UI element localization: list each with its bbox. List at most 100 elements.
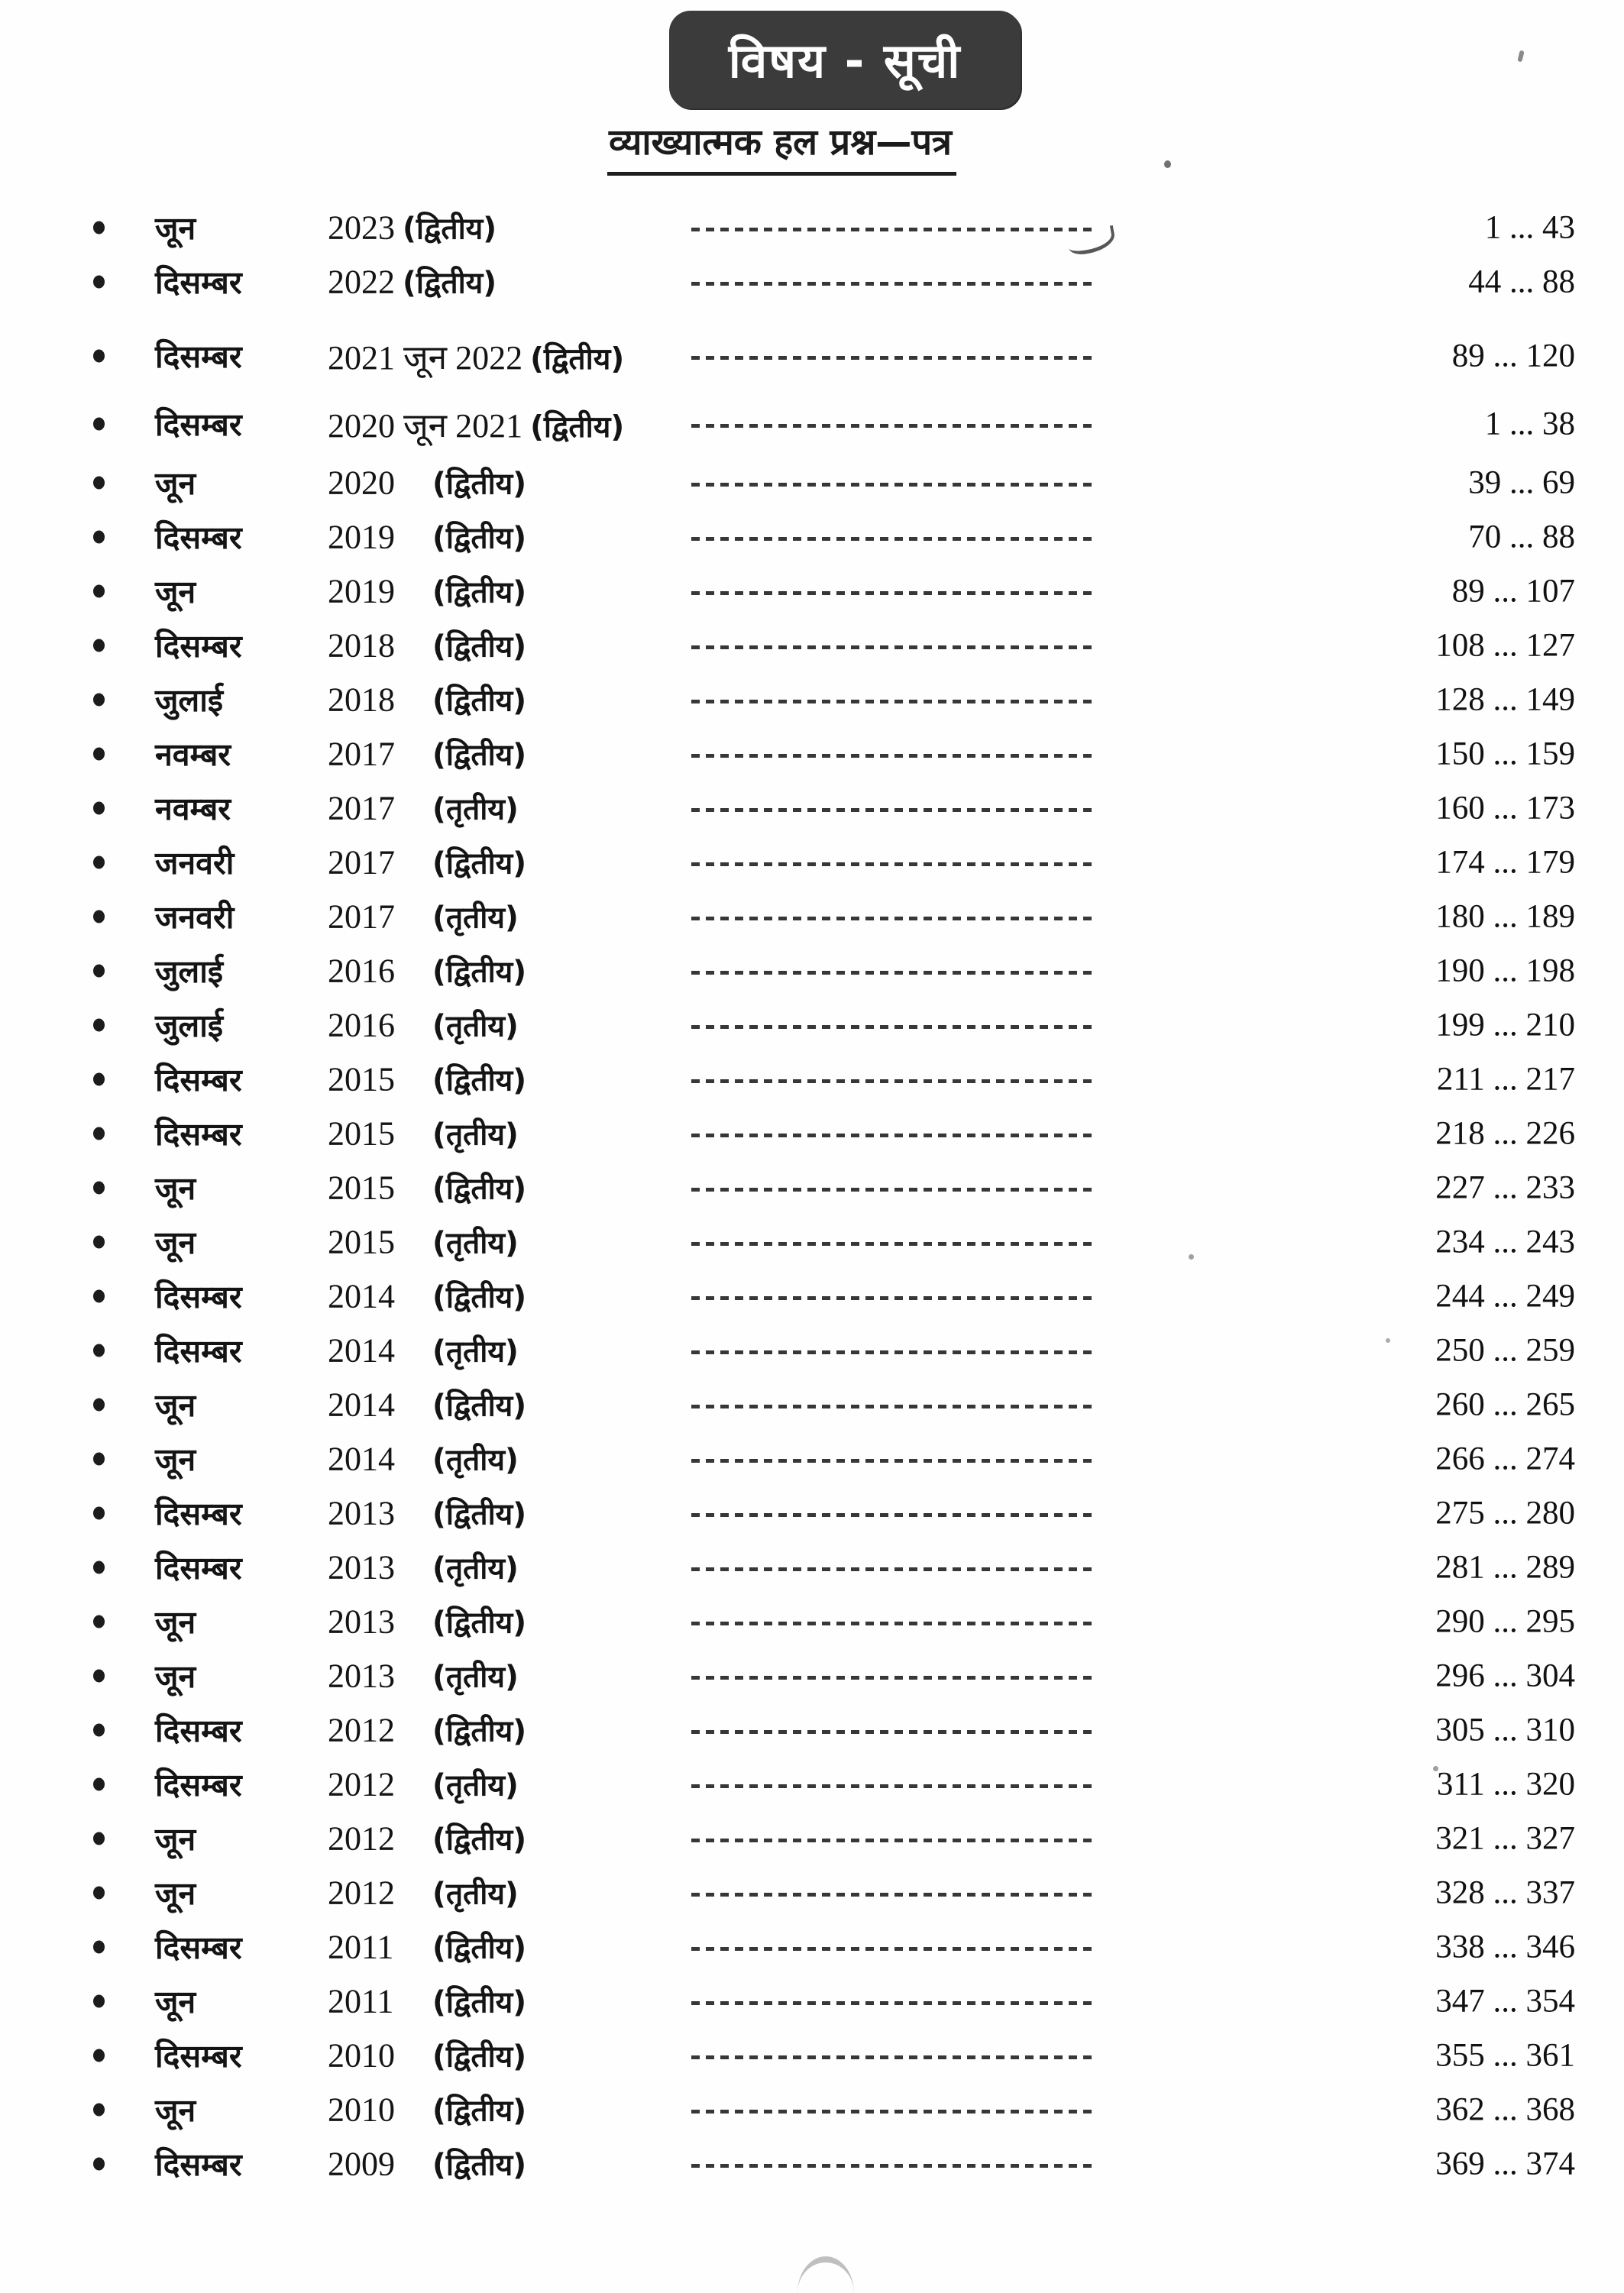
scan-speck — [1386, 1338, 1390, 1343]
toc-month: जून — [155, 1820, 196, 1858]
toc-paper-type: (द्वितीय) — [432, 2094, 527, 2128]
toc-row: जून 2015 (द्वितीय) 227 ... 233 — [0, 1160, 1624, 1214]
dotted-leader — [691, 807, 1094, 812]
toc-row: जून 2015 (तृतीय) 234 ... 243 — [0, 1214, 1624, 1269]
toc-year: 2011 — [328, 1928, 394, 1965]
toc-year-type: 2011 (द्वितीय) — [328, 1981, 526, 2021]
dotted-leader — [691, 423, 1094, 428]
dotted-leader — [691, 2163, 1094, 2168]
dotted-leader — [691, 227, 1094, 231]
toc-page-range: 150 ... 159 — [1435, 736, 1575, 771]
toc-year-type: 2022 (द्वितीय) — [328, 261, 497, 302]
toc-year: 2012 — [328, 1765, 395, 1803]
toc-year-type: 2014 (तृतीय) — [328, 1438, 519, 1479]
bullet-icon — [93, 1506, 105, 1519]
toc-page-range: 362 ... 368 — [1435, 2091, 1575, 2127]
toc-year-type: 2014 (द्वितीय) — [328, 1276, 526, 1316]
toc-paper-type: (तृतीय) — [432, 1443, 519, 1477]
dotted-leader — [691, 1241, 1094, 1246]
toc-page-range: 369 ... 374 — [1435, 2146, 1575, 2181]
toc-row: दिसम्बर 2014 (तृतीय) 250 ... 259 — [0, 1323, 1624, 1377]
dotted-leader — [691, 699, 1094, 703]
toc-month: दिसम्बर — [155, 2146, 242, 2183]
dotted-leader — [691, 590, 1094, 595]
toc-row: दिसम्बर 2018 (द्वितीय) 108 ... 127 — [0, 618, 1624, 672]
toc-year: 2016 — [328, 1006, 395, 1043]
toc-year-type: 2009 (द्वितीय) — [328, 2143, 526, 2184]
toc-page-range: 338 ... 346 — [1435, 1929, 1575, 1965]
toc-year-type: 2018 (द्वितीय) — [328, 679, 526, 720]
toc-month: जून — [155, 1657, 196, 1695]
toc-paper-type: (द्वितीय) — [432, 521, 527, 555]
toc-year: 2010 — [328, 2091, 395, 2128]
toc-year: 2010 — [328, 2036, 395, 2074]
bullet-icon — [93, 476, 105, 489]
toc-row: दिसम्बर 2009 (द्वितीय) 369 ... 374 — [0, 2136, 1624, 2191]
toc-year: 2013 — [328, 1494, 395, 1531]
dotted-leader — [691, 1675, 1094, 1680]
toc-year-type: 2015 (तृतीय) — [328, 1221, 519, 1262]
toc-year: 2014 — [328, 1386, 395, 1423]
toc-year: 2012 — [328, 1819, 395, 1857]
toc-paper-type: (द्वितीय) — [432, 1606, 527, 1640]
scan-speck — [1433, 1766, 1438, 1771]
bullet-icon — [93, 1452, 105, 1465]
toc-year-type: 2020 (द्वितीय) — [328, 462, 526, 503]
toc-month: जून — [155, 1874, 196, 1912]
toc-page-range: 190 ... 198 — [1435, 952, 1575, 988]
toc-row: दिसम्बर 2022 (द्वितीय) 44 ... 88 — [0, 254, 1624, 309]
toc-year-type: 2017 (द्वितीय) — [328, 842, 526, 882]
toc-row: जनवरी 2017 (द्वितीय) 174 ... 179 — [0, 835, 1624, 889]
dotted-leader — [691, 1350, 1094, 1354]
toc-page-range: 260 ... 265 — [1435, 1386, 1575, 1422]
dotted-leader — [691, 2000, 1094, 2005]
toc-page-range: 39 ... 69 — [1468, 464, 1575, 500]
bullet-icon — [93, 1669, 105, 1682]
toc-month: दिसम्बर — [155, 1332, 242, 1370]
toc-page-range: 227 ... 233 — [1435, 1169, 1575, 1205]
toc-paper-type: (द्वितीय) — [432, 1172, 527, 1206]
toc-page-range: 275 ... 280 — [1435, 1495, 1575, 1531]
toc-paper-type: (तृतीय) — [432, 1768, 519, 1803]
toc-month: नवम्बर — [155, 790, 231, 827]
toc-paper-type: (तृतीय) — [432, 1226, 519, 1260]
bullet-icon — [93, 417, 105, 430]
toc-row: जून 2013 (द्वितीय) 290 ... 295 — [0, 1594, 1624, 1648]
dotted-leader — [691, 1567, 1094, 1571]
toc-paper-type: (द्वितीय) — [530, 341, 625, 377]
toc-paper-type: (द्वितीय) — [403, 212, 497, 246]
toc-month: दिसम्बर — [155, 1495, 242, 1532]
toc-row: जून 2010 (द्वितीय) 362 ... 368 — [0, 2082, 1624, 2136]
bullet-icon — [93, 530, 105, 543]
toc-paper-type: (द्वितीय) — [432, 1063, 527, 1098]
dotted-leader — [691, 1892, 1094, 1897]
toc-year-type: 2013 (द्वितीय) — [328, 1601, 526, 1641]
bullet-icon — [93, 1994, 105, 2007]
toc-page-range: 70 ... 88 — [1468, 519, 1575, 555]
toc-page-range: 355 ... 361 — [1435, 2037, 1575, 2073]
toc-year-type: 2013 (तृतीय) — [328, 1547, 519, 1587]
dotted-leader — [691, 355, 1094, 360]
toc-row: जून 2012 (द्वितीय) 321 ... 327 — [0, 1811, 1624, 1865]
scan-speck — [1517, 50, 1525, 63]
toc-month: जून — [155, 1169, 196, 1207]
bullet-icon — [93, 964, 105, 977]
bullet-icon — [93, 275, 105, 288]
toc-row: दिसम्बर 2014 (द्वितीय) 244 ... 249 — [0, 1269, 1624, 1323]
bullet-icon — [93, 2157, 105, 2170]
dotted-leader — [691, 916, 1094, 920]
toc-year: 2011 — [328, 1982, 394, 2020]
toc-year: 2015 — [328, 1114, 395, 1152]
toc-row: जून 2019 (द्वितीय) 89 ... 107 — [0, 564, 1624, 618]
title-box: विषय - सूची — [669, 11, 1021, 108]
page-title: विषय - सूची — [728, 33, 962, 89]
toc-month: दिसम्बर — [155, 1549, 242, 1586]
dotted-leader — [691, 1784, 1094, 1788]
toc-year: 2020 — [328, 464, 395, 501]
dotted-leader — [691, 970, 1094, 975]
toc-month: जून — [155, 2091, 196, 2129]
toc-month: जुलाई — [155, 681, 223, 719]
toc-page-range: 266 ... 274 — [1435, 1441, 1575, 1476]
dotted-leader — [691, 645, 1094, 649]
